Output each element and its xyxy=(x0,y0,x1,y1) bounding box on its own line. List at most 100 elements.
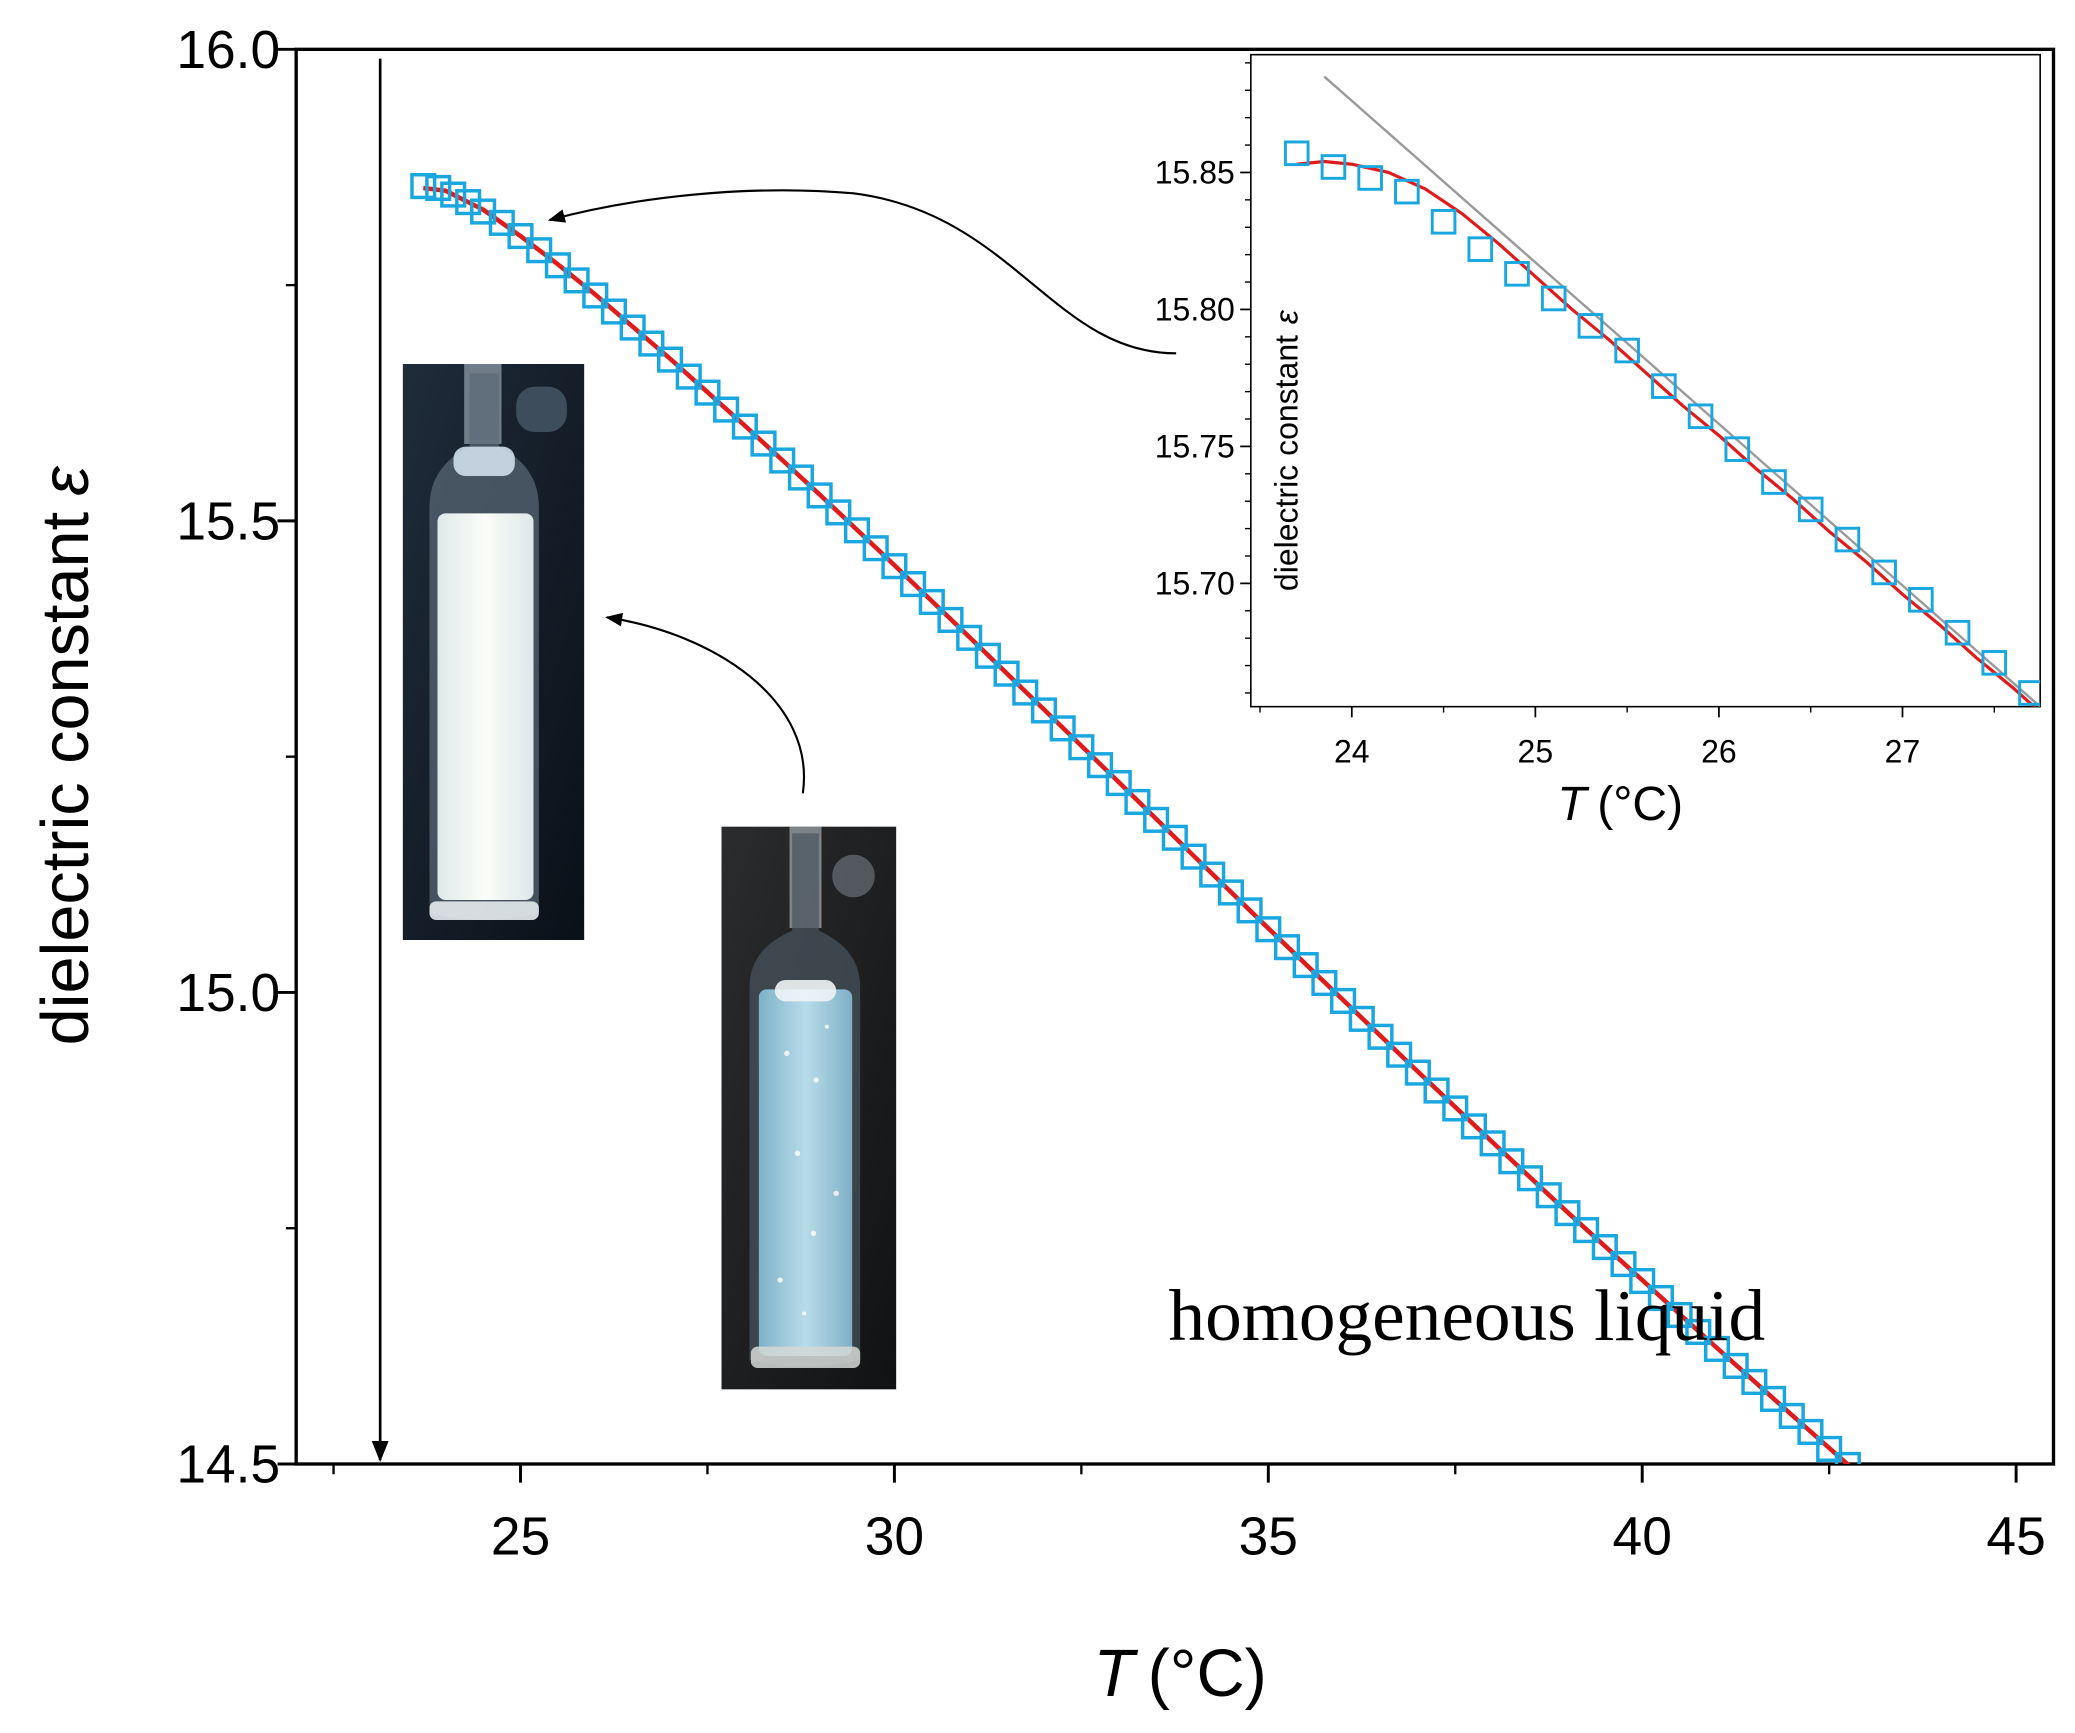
vial-photo-turbid xyxy=(402,364,585,940)
y-tick-label: 15.75 xyxy=(1155,429,1235,465)
data-point-marker xyxy=(1479,1130,1506,1157)
data-point-marker xyxy=(862,535,889,562)
data-point-marker xyxy=(1423,1077,1450,1104)
data-point-marker xyxy=(1591,1234,1618,1261)
data-point-marker xyxy=(900,571,927,598)
data-point-marker xyxy=(1986,1582,2009,1605)
data-point-marker xyxy=(1535,1182,1562,1209)
data-point-marker xyxy=(600,298,628,325)
data-point-marker xyxy=(1944,619,1971,646)
data-point-marker xyxy=(1086,752,1114,779)
data-point-marker xyxy=(937,606,964,633)
data-point-marker xyxy=(1834,1451,1861,1464)
data-point-marker xyxy=(750,430,777,457)
data-point-marker xyxy=(582,282,609,309)
data-point-marker xyxy=(1554,1200,1581,1227)
main-axes: 25 30 35 40 45 14.5 15.0 15.5 16.0 xyxy=(176,21,2045,1567)
inset-axes: 24 25 26 27 15.70 15.75 15.80 15.85 xyxy=(1155,62,1995,770)
data-point-marker xyxy=(731,413,758,440)
data-point-marker xyxy=(1143,806,1170,833)
data-point-marker xyxy=(769,447,796,474)
data-point-marker xyxy=(1816,1435,1843,1462)
inset-x-axis-unit: (°C) xyxy=(1597,778,1683,831)
y-tick-label: 15.5 xyxy=(176,493,280,552)
data-point-marker xyxy=(1722,1352,1749,1379)
y-tick-label: 16.0 xyxy=(176,21,280,80)
data-point-marker xyxy=(713,396,740,423)
y-tick-label: 15.70 xyxy=(1155,566,1235,602)
data-point-marker xyxy=(563,267,590,294)
data-point-marker xyxy=(1404,1059,1431,1086)
inset-y-axis-symbol: ε xyxy=(1269,309,1305,324)
data-point-marker xyxy=(1357,165,1383,191)
data-point-marker xyxy=(1687,403,1714,430)
main-y-axis-title: dielectric constant ε xyxy=(29,465,103,1046)
vial-photo-clear xyxy=(721,826,897,1390)
data-point-marker xyxy=(1741,1368,1768,1396)
data-point-marker xyxy=(1911,1519,1934,1542)
data-point-marker xyxy=(1834,526,1861,553)
x-tick-label: 27 xyxy=(1885,734,1921,770)
data-point-marker xyxy=(1180,843,1207,870)
data-point-marker xyxy=(993,660,1020,687)
data-point-marker xyxy=(1967,1566,1990,1589)
data-point-marker xyxy=(1685,1318,1712,1346)
data-point-marker xyxy=(1908,587,1934,613)
data-point-marker xyxy=(1573,1217,1600,1244)
data-point-marker xyxy=(1703,1335,1731,1363)
main-x-axis-title: T (°C) xyxy=(1094,1637,1267,1711)
data-point-marker xyxy=(1255,916,1282,943)
data-point-marker xyxy=(1504,261,1530,287)
data-point-marker xyxy=(1394,178,1420,205)
data-point-marker xyxy=(488,209,515,236)
main-x-axis-symbol: T xyxy=(1094,1637,1139,1711)
data-point-marker xyxy=(1467,236,1494,262)
data-point-marker xyxy=(455,189,482,216)
data-point-marker xyxy=(1330,987,1357,1014)
data-point-marker xyxy=(1236,897,1263,924)
data-point-marker xyxy=(1724,436,1751,462)
data-point-marker xyxy=(1283,140,1310,167)
data-point-marker xyxy=(638,330,665,357)
data-point-marker xyxy=(1930,1535,1953,1558)
y-tick-label: 15.0 xyxy=(176,964,280,1023)
data-point-marker xyxy=(974,642,1001,669)
data-point-marker xyxy=(1199,861,1226,888)
main-y-axis-symbol: ε xyxy=(29,465,103,496)
data-point-marker xyxy=(1386,1041,1413,1068)
data-point-marker xyxy=(1311,969,1338,997)
data-point-marker xyxy=(1442,1095,1469,1122)
data-point-marker xyxy=(1348,1005,1375,1032)
data-point-marker xyxy=(1797,496,1824,523)
data-point-marker xyxy=(694,379,721,406)
main-y-axis-label: dielectric constant xyxy=(29,511,103,1045)
data-point-marker xyxy=(1030,697,1058,724)
data-point-marker xyxy=(619,314,646,341)
data-point-marker xyxy=(1049,715,1076,742)
data-point-marker xyxy=(2005,1598,2028,1621)
data-point-marker xyxy=(1666,1301,1693,1329)
data-point-marker xyxy=(1949,1550,1972,1573)
data-point-marker xyxy=(1320,154,1347,180)
data-point-marker xyxy=(1516,1165,1544,1192)
data-point-marker xyxy=(1124,788,1151,816)
y-tick-label: 15.85 xyxy=(1155,155,1235,191)
data-point-marker xyxy=(1629,1267,1656,1295)
data-point-marker xyxy=(675,363,702,390)
x-tick-label: 25 xyxy=(491,1508,550,1567)
inset-plot-frame xyxy=(1250,53,2041,708)
annotation-homogeneous-liquid: homogeneous liquid xyxy=(1168,1275,1765,1356)
data-point-marker xyxy=(1273,934,1301,961)
y-tick-label: 15.80 xyxy=(1155,292,1235,328)
x-tick-label: 40 xyxy=(1613,1508,1672,1567)
data-point-marker xyxy=(1871,559,1897,586)
data-point-marker xyxy=(881,553,908,580)
inset-y-axis-title: dielectric constant ε xyxy=(1269,309,1305,591)
data-point-marker xyxy=(1893,1502,1916,1525)
data-point-marker xyxy=(1855,1470,1878,1493)
x-tick-label: 25 xyxy=(1518,734,1554,770)
x-tick-label: 24 xyxy=(1334,734,1370,770)
data-point-marker xyxy=(843,517,871,544)
data-point-marker xyxy=(410,173,437,200)
